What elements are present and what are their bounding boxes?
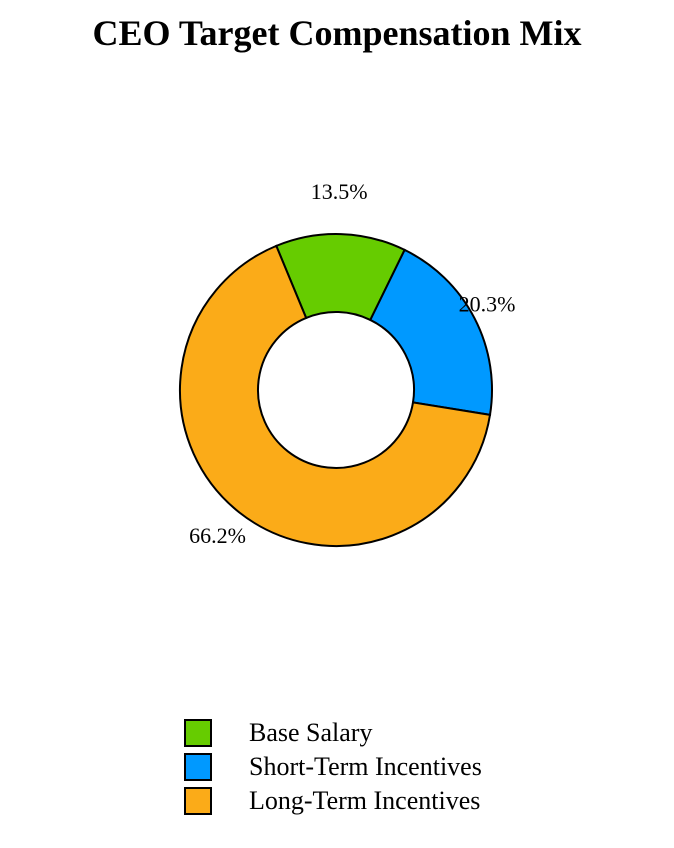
legend-item-short-term-incentives: Short-Term Incentives	[184, 750, 482, 784]
legend-swatch-short-term-incentives	[184, 753, 212, 781]
legend-label-base-salary: Base Salary	[249, 718, 373, 747]
legend: Base Salary Short-Term Incentives Long-T…	[184, 716, 482, 818]
legend-item-base-salary: Base Salary	[184, 716, 482, 750]
slice-label-long-term-incentives: 66.2%	[189, 523, 246, 548]
chart-title: CEO Target Compensation Mix	[92, 13, 582, 53]
legend-swatch-base-salary	[184, 719, 212, 747]
slice-short-term-incentives	[368, 248, 493, 417]
legend-item-long-term-incentives: Long-Term Incentives	[184, 784, 482, 818]
slice-label-short-term-incentives: 20.3%	[459, 291, 516, 316]
slice-label-base-salary: 13.5%	[311, 179, 368, 204]
legend-label-short-term-incentives: Short-Term Incentives	[249, 752, 482, 781]
legend-label-long-term-incentives: Long-Term Incentives	[249, 786, 481, 815]
slice-long-term-incentives	[179, 244, 492, 547]
legend-swatch-long-term-incentives	[184, 787, 212, 815]
